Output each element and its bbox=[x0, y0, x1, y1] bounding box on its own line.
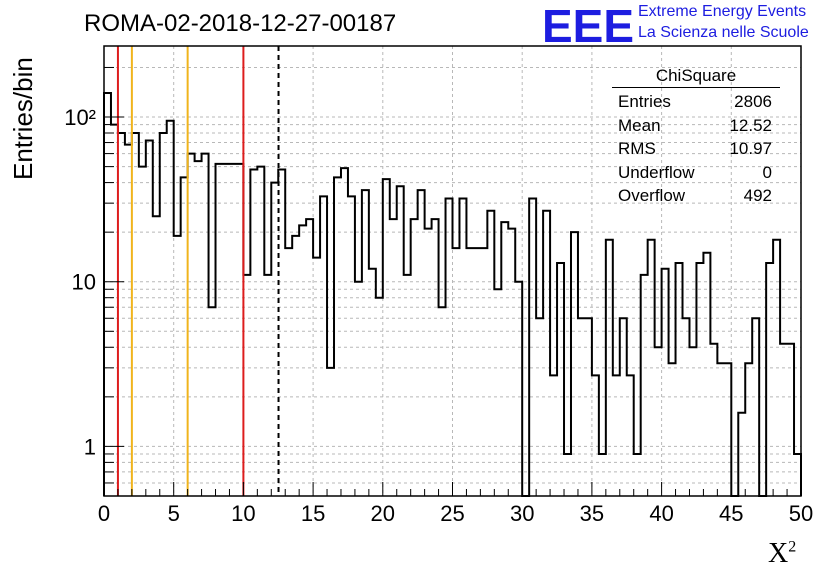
histogram-series bbox=[103, 91, 802, 497]
x-tick-label: 35 bbox=[580, 501, 604, 526]
logo-line-1: Extreme Energy Events bbox=[638, 3, 807, 20]
stats-row-entries: Entries 2806 bbox=[618, 92, 772, 111]
x-tick-label: 45 bbox=[719, 501, 743, 526]
y-axis-label: Entries/bin bbox=[8, 57, 38, 180]
x-tick-label: 30 bbox=[510, 501, 534, 526]
stats-row-underflow: Underflow 0 bbox=[618, 162, 772, 182]
x-axis-label: X2 bbox=[768, 538, 797, 569]
x-tick-label: 0 bbox=[98, 501, 110, 526]
logo-line-2: La Scienza nelle Scuole bbox=[638, 24, 809, 41]
x-tick-label: 50 bbox=[789, 501, 813, 526]
eee-logo: EEE bbox=[542, 2, 634, 46]
stats-box: ChiSquare Entries 2806 Mean 12.52 RMS 10.97… bbox=[612, 66, 780, 208]
x-tick-label: 5 bbox=[168, 501, 180, 526]
x-tick-label: 10 bbox=[231, 501, 255, 526]
chart-title: ROMA-02-2018-12-27-00187 bbox=[84, 10, 397, 37]
x-tick-label: 25 bbox=[440, 501, 464, 526]
x-tick-label: 15 bbox=[301, 501, 325, 526]
x-tick-label: 20 bbox=[371, 501, 395, 526]
y-tick-label: 10 bbox=[72, 270, 96, 295]
x-tick-label: 40 bbox=[649, 501, 673, 526]
stats-row-rms: RMS 10.97 bbox=[618, 139, 772, 158]
stats-title: ChiSquare bbox=[612, 66, 780, 88]
svg-text:EEE: EEE bbox=[542, 2, 634, 46]
y-tick-label: 1 bbox=[84, 434, 96, 459]
stats-row-mean: Mean 12.52 bbox=[618, 115, 772, 135]
stats-row-overflow: Overflow 492 bbox=[618, 186, 772, 205]
y-tick-label: 10² bbox=[64, 105, 96, 130]
